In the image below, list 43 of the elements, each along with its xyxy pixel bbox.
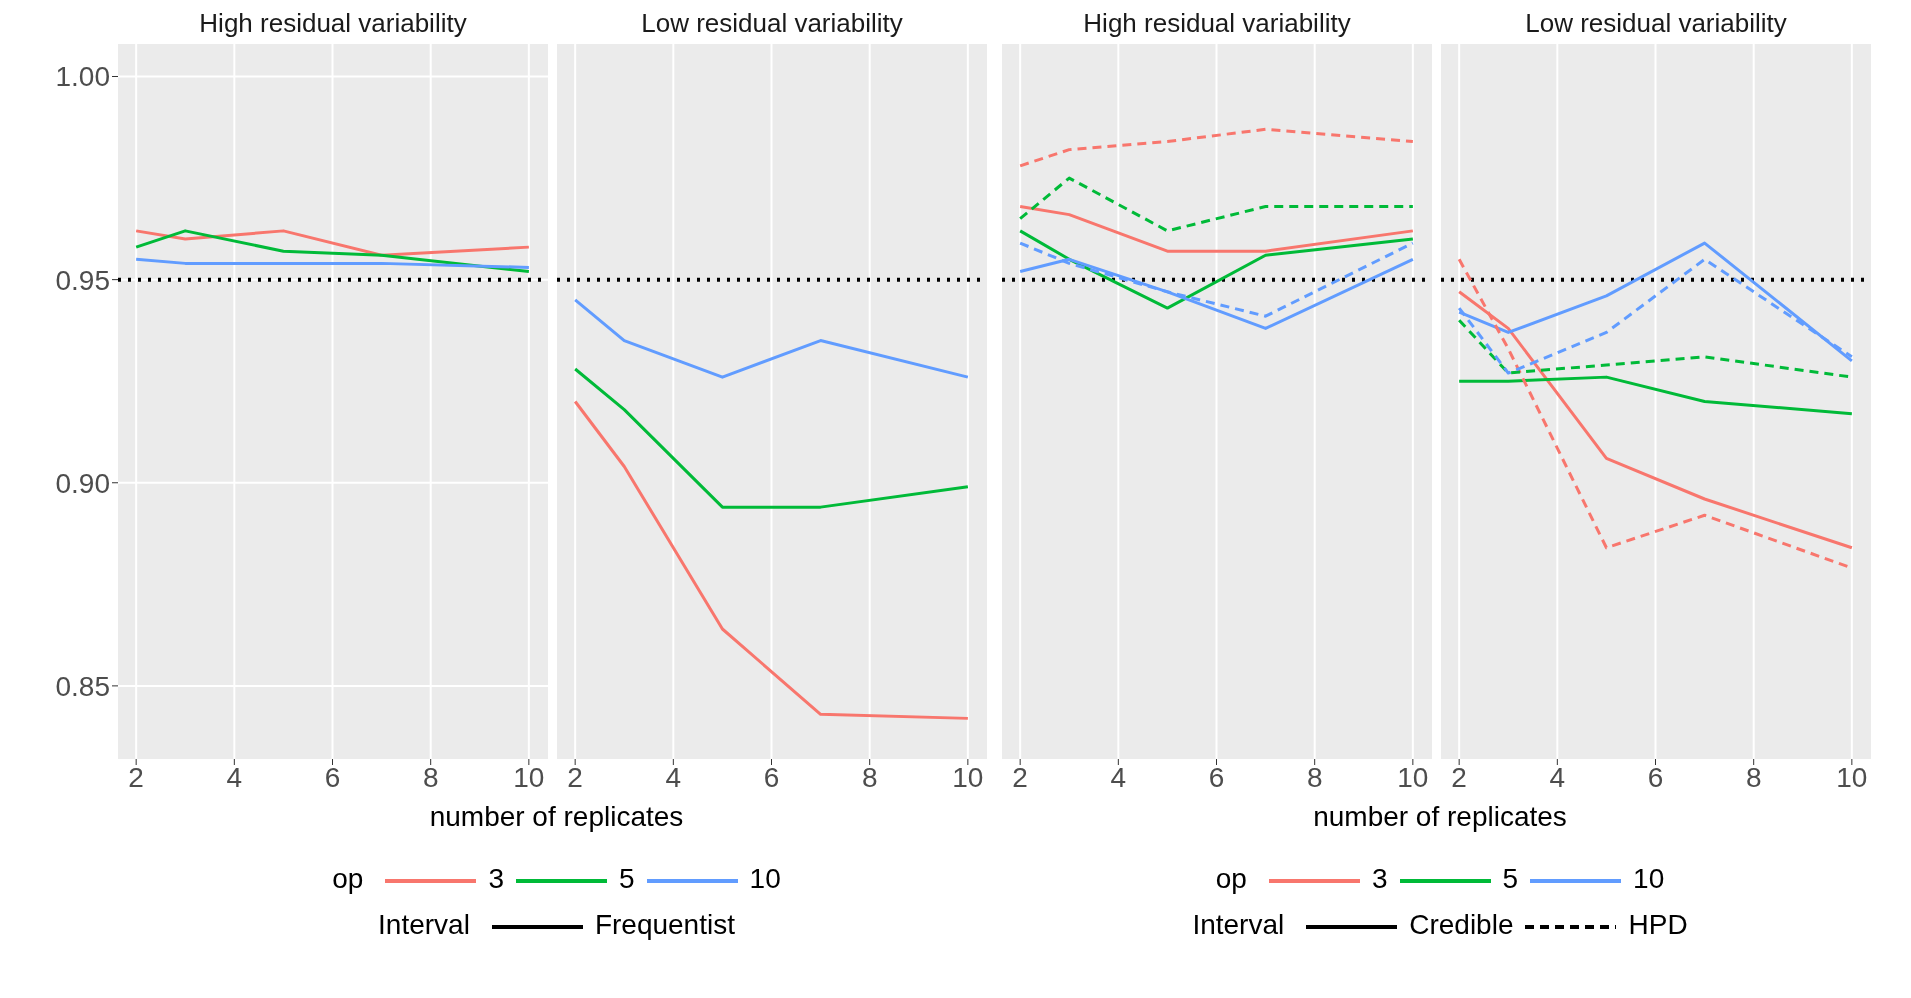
x-tick-label: 8: [422, 761, 439, 793]
y-tick-label: 0.95: [55, 264, 110, 296]
text: HPD: [1628, 909, 1688, 940]
x-tick-label: 6: [1208, 761, 1225, 793]
chart-title: Low residual variability: [1524, 8, 1788, 40]
x-tick-label: 2: [1012, 761, 1028, 793]
x-tick-label: 2: [128, 761, 144, 793]
text: Interval: [378, 909, 470, 940]
legend-label: 3: [1371, 863, 1388, 894]
legend-label: 3: [488, 863, 504, 894]
text: Frequentist: [594, 909, 735, 940]
x-tick-label: 6: [1647, 761, 1664, 793]
x-tick-label: 4: [1549, 761, 1566, 793]
x-axis-title: number of replicates: [428, 801, 685, 833]
x-tick-label: 2: [1451, 761, 1467, 793]
chart-title: High residual variability: [1082, 8, 1352, 40]
x-axis-title: number of replicates: [1312, 801, 1568, 833]
x-tick-label: 10: [513, 761, 545, 793]
legend-label: 5: [1502, 863, 1519, 894]
legend-title: op: [1215, 863, 1247, 894]
x-tick-label: 10: [1397, 761, 1429, 793]
x-tick-label: 4: [1110, 761, 1127, 793]
legend-label: 10: [1633, 863, 1665, 894]
y-tick-label: 0.85: [55, 670, 110, 702]
x-tick-label: 4: [665, 761, 682, 793]
x-tick-label: 4: [226, 761, 243, 793]
y-tick-label: 1.00: [55, 61, 110, 93]
x-tick-label: 8: [1745, 761, 1762, 793]
chart-title: Low residual variability: [640, 8, 904, 40]
x-tick-label: 2: [567, 761, 583, 793]
x-tick-label: 6: [324, 761, 341, 793]
text: Credible: [1409, 909, 1514, 940]
x-tick-label: 6: [763, 761, 780, 793]
legend-title: op: [332, 863, 364, 894]
x-tick-label: 8: [1306, 761, 1323, 793]
y-tick-label: 0.90: [55, 467, 110, 499]
chart-title: High residual variability: [198, 8, 468, 40]
legend-label: 10: [749, 863, 781, 894]
x-tick-label: 8: [861, 761, 878, 793]
x-tick-label: 10: [1836, 761, 1868, 793]
x-tick-label: 10: [952, 761, 984, 793]
legend-label: 5: [619, 863, 635, 894]
text: Interval: [1192, 909, 1285, 940]
